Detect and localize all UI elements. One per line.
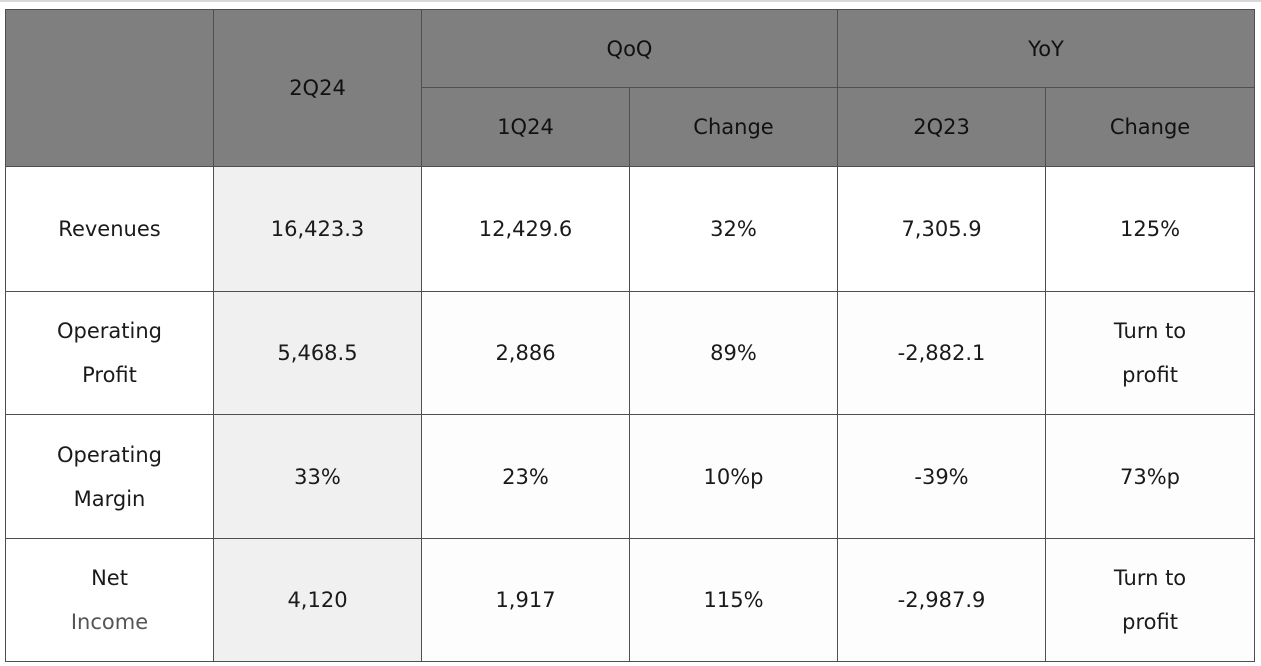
cell-net-income-1q24: 1,917 <box>421 538 630 662</box>
cell-revenues-yoy-change: 125% <box>1045 166 1256 292</box>
cell-operating-margin-qoq-change: 10%p <box>628 414 839 539</box>
header-row-top: 2Q24 QoQ YoY <box>5 9 1256 167</box>
prev-year-quarter-header: 2Q23 <box>837 87 1047 167</box>
cell-net-income-qoq-change: 115% <box>628 538 839 662</box>
table-row-net-income: Net Income 4,120 1,917 115% -2,987.9 Tur… <box>5 538 1256 662</box>
cell-net-income-2q24: 4,120 <box>213 538 422 662</box>
cell-operating-margin-2q23: -39% <box>837 414 1047 539</box>
table-row-operating-profit: Operating Profit 5,468.5 2,886 89% -2,88… <box>5 291 1256 415</box>
row-label-line: Margin <box>73 486 146 511</box>
cell-operating-profit-qoq-change: 89% <box>628 291 839 415</box>
cell-operating-margin-2q24: 33% <box>213 414 422 539</box>
cell-text-line: Turn to <box>1113 319 1187 343</box>
row-label-line: Operating <box>57 319 162 343</box>
row-label-operating-profit: Operating Profit <box>5 291 214 415</box>
row-label-revenues: Revenues <box>5 166 214 292</box>
cell-operating-margin-yoy-change: 73%p <box>1045 414 1256 539</box>
cell-net-income-yoy-change: Turn to profit <box>1045 538 1256 662</box>
financial-results-table: 2Q24 QoQ YoY 1Q24 Change 2Q23 Change Rev… <box>5 9 1256 662</box>
row-label-line: Revenues <box>58 217 161 241</box>
cell-revenues-qoq-change: 32% <box>628 166 839 292</box>
yoy-change-header: Change <box>1045 87 1256 167</box>
row-label-operating-margin: Operating Margin <box>5 414 214 539</box>
row-label-line: Income <box>70 610 149 634</box>
cell-operating-profit-1q24: 2,886 <box>421 291 630 415</box>
table-row-revenues: Revenues 16,423.3 12,429.6 32% 7,305.9 1… <box>5 166 1256 292</box>
cell-text-line: profit <box>1122 610 1178 634</box>
cell-operating-profit-2q23: -2,882.1 <box>837 291 1047 415</box>
cell-operating-margin-1q24: 23% <box>421 414 630 539</box>
row-label-line: Profit <box>82 363 137 387</box>
header-row-sub: 1Q24 Change 2Q23 Change <box>6 87 1256 167</box>
current-quarter-header: 2Q24 <box>213 9 422 167</box>
cell-net-income-2q23: -2,987.9 <box>837 538 1047 662</box>
qoq-change-header: Change <box>628 87 839 167</box>
yoy-group-header: YoY <box>837 9 1256 88</box>
table-row-operating-margin: Operating Margin 33% 23% 10%p -39% 73%p <box>5 414 1256 539</box>
qoq-group-header: QoQ <box>420 9 839 88</box>
row-label-line: Operating <box>57 442 162 467</box>
cell-operating-profit-yoy-change: Turn to profit <box>1045 291 1256 415</box>
cell-revenues-2q24: 16,423.3 <box>213 166 422 292</box>
cell-revenues-1q24: 12,429.6 <box>421 166 630 292</box>
cell-revenues-2q23: 7,305.9 <box>837 166 1047 292</box>
row-label-net-income: Net Income <box>5 538 214 662</box>
cell-text-line: profit <box>1122 363 1178 387</box>
corner-header-cell <box>5 9 214 167</box>
row-label-line: Net <box>91 566 128 590</box>
cell-operating-profit-2q24: 5,468.5 <box>213 291 422 415</box>
cell-text-line: Turn to <box>1113 566 1187 590</box>
prev-quarter-header: 1Q24 <box>421 87 630 167</box>
